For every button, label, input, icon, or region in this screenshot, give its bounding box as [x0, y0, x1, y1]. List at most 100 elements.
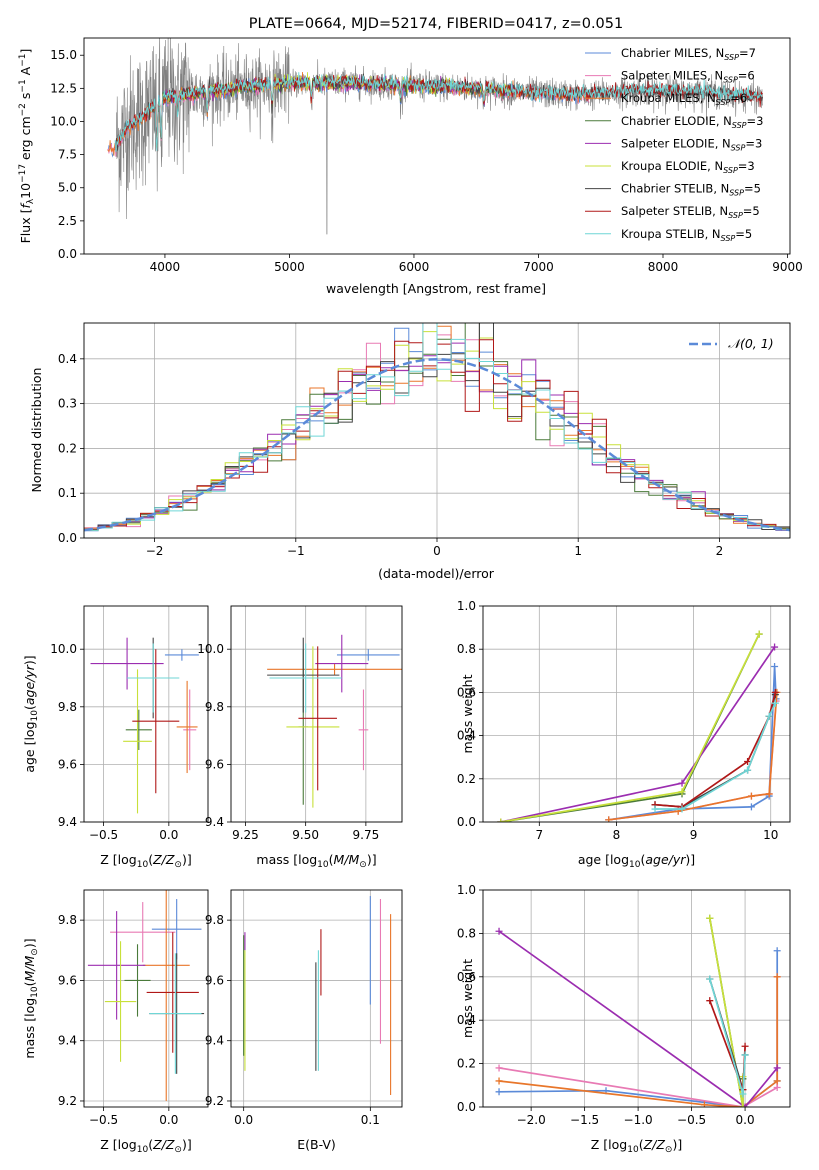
- histogram-step-line: [84, 323, 790, 538]
- legend-label: Kroupa ELODIE, NSSP=3: [621, 159, 755, 175]
- mass-weight-marker: [706, 997, 714, 1005]
- x-tick-label: 0.0: [159, 828, 178, 842]
- y-tick-label: 9.4: [58, 815, 77, 829]
- mass-weight-marker: [771, 688, 779, 696]
- axes-frame: 0.0 0.1 9.2 9.4 9.6 9.8: [205, 889, 403, 1127]
- x-tick-label: −2: [146, 544, 164, 558]
- massweight_vs_age-x-label: age [log10(age/yr)]: [578, 852, 695, 870]
- y-tick-label: 1.0: [457, 883, 476, 897]
- y-tick-label: 0.1: [58, 486, 77, 500]
- plot-area: [84, 323, 790, 538]
- y-tick-label: 10.0: [50, 642, 77, 656]
- y-tick-label: 0.2: [457, 1057, 476, 1071]
- plot-area: [497, 630, 781, 822]
- mass-weight-marker: [678, 788, 686, 796]
- y-tick-label: 9.2: [58, 1094, 77, 1108]
- plot-area: [267, 634, 402, 808]
- mass-vs-metallicity-panel: −0.5 0.0 9.2 9.4 9.6 9.8 Z [log10(Z/Z⊙)] mass […: [22, 889, 209, 1155]
- plot-area: [243, 896, 392, 1095]
- y-tick-label: 12.5: [50, 81, 77, 95]
- histogram-y-label: Normed distribution: [29, 368, 44, 493]
- age_vs_Z-y-label: age [log10(age/yr)]: [22, 655, 40, 772]
- mass-weight-marker: [495, 1064, 503, 1072]
- x-tick-label: 9000: [772, 260, 803, 274]
- massweight_vs_age-y-label: mass weight: [460, 674, 475, 753]
- x-tick-label: −0.5: [89, 828, 118, 842]
- x-tick-label: −0.5: [89, 1113, 118, 1127]
- y-tick-label: 5.0: [58, 181, 77, 195]
- y-tick-label: 2.5: [58, 214, 77, 228]
- mass-weight-marker: [744, 758, 752, 766]
- mass-weight-vs-age-panel: 7 8 9 10 0.0 0.2 0.4 0.6 0.8 1.0 age [log10(age/yr…: [457, 599, 791, 870]
- legend-label: Chabrier ELODIE, NSSP=3: [621, 114, 763, 130]
- y-tick-label: 0.8: [457, 642, 476, 656]
- mass-weight-marker: [765, 790, 773, 798]
- spectrum-y-label: Flux [fλ10−17 erg cm−2 s−1 A−1]: [18, 49, 36, 244]
- mass-weight-marker: [651, 805, 659, 813]
- y-tick-label: 0.6: [457, 685, 476, 699]
- mass-weight-marker: [678, 779, 686, 787]
- y-tick-label: 10.0: [197, 642, 224, 656]
- y-tick-label: 9.6: [205, 973, 224, 987]
- mass-weight-marker: [747, 803, 755, 811]
- axes-border: [482, 889, 791, 1108]
- y-tick-label: 9.4: [205, 815, 224, 829]
- mass-weight-marker: [739, 1103, 747, 1107]
- spectrum-legend: Chabrier MILES, NSSP=7 Salpeter MILES, NS…: [585, 46, 763, 243]
- x-tick-label: −2.0: [517, 1113, 546, 1127]
- x-tick-label: 4000: [150, 260, 181, 274]
- y-tick-label: 0.0: [58, 531, 77, 545]
- x-tick-label: −0.5: [677, 1113, 706, 1127]
- mass-weight-line: [500, 646, 776, 822]
- axes-border: [83, 889, 209, 1108]
- legend-label: Kroupa STELIB, NSSP=5: [621, 227, 752, 243]
- histogram-x-label: (data-model)/error: [378, 566, 495, 581]
- y-tick-label: 15.0: [50, 48, 77, 62]
- mass-weight-vs-metallicity-panel: −2.0 −1.5 −1.0 −0.5 0.0 0.0 0.2 0.4 0.6 0.8 1.0 Z […: [457, 883, 791, 1155]
- mass-weight-marker: [765, 712, 773, 720]
- mass-weight-marker: [700, 1101, 708, 1107]
- axes-border: [230, 889, 403, 1108]
- y-tick-label: 0.0: [58, 247, 77, 261]
- y-tick-label: 9.6: [58, 757, 77, 771]
- mass-weight-marker: [771, 643, 779, 651]
- mass-weight-marker: [497, 818, 505, 822]
- mass-weight-marker: [773, 1077, 781, 1085]
- mass_vs_Z-y-label: mass [log10(M/M⊙)]: [22, 938, 40, 1058]
- y-tick-label: 0.4: [58, 352, 77, 366]
- mass-weight-marker: [744, 766, 752, 774]
- plot-area: [495, 914, 781, 1107]
- massweight_vs_Z-y-label: mass weight: [460, 959, 475, 1038]
- mass-weight-marker: [739, 1090, 747, 1098]
- x-tick-label: 0.0: [736, 1113, 755, 1127]
- x-tick-label: 8000: [648, 260, 679, 274]
- mass-weight-marker: [741, 1103, 749, 1107]
- axes-border: [230, 605, 403, 823]
- axes-border: [83, 322, 791, 539]
- y-tick-label: 0.0: [457, 1100, 476, 1114]
- mass-weight-marker: [678, 805, 686, 813]
- legend-label: 𝒩(0, 1): [728, 336, 774, 351]
- mass-weight-marker: [706, 914, 714, 922]
- axes-frame: −0.5 0.0 9.4 9.6 9.8 10.0: [50, 605, 209, 842]
- massweight_vs_Z-x-label: Z [log10(Z/Z⊙)]: [591, 1137, 682, 1155]
- plot-area: [107, 38, 763, 235]
- axes-border: [83, 37, 791, 255]
- y-tick-label: 0.0: [457, 815, 476, 829]
- x-tick-label: 2: [716, 544, 724, 558]
- spectrum-panel: 4000 5000 6000 7000 8000 9000 0.0 2.5 5.0 7.5 10.0…: [18, 37, 803, 296]
- y-tick-label: 0.6: [457, 970, 476, 984]
- legend-label: Salpeter STELIB, NSSP=5: [621, 204, 760, 220]
- y-tick-label: 0.4: [457, 1013, 476, 1027]
- axes-frame: 4000 5000 6000 7000 8000 9000 0.0 2.5 5.0 7.5 10.0…: [50, 37, 803, 274]
- spectrum-model-line: [114, 72, 763, 153]
- mass-weight-marker: [706, 975, 714, 983]
- y-tick-label: 0.8: [457, 926, 476, 940]
- axes-frame: −0.5 0.0 9.2 9.4 9.6 9.8: [58, 889, 209, 1127]
- mass-weight-line: [608, 666, 777, 821]
- mass-weight-marker: [773, 973, 781, 981]
- x-tick-label: 9: [690, 828, 698, 842]
- age_vs_mass-x-label: mass [log10(M/M⊙)]: [256, 852, 376, 870]
- y-tick-label: 0.3: [58, 397, 77, 411]
